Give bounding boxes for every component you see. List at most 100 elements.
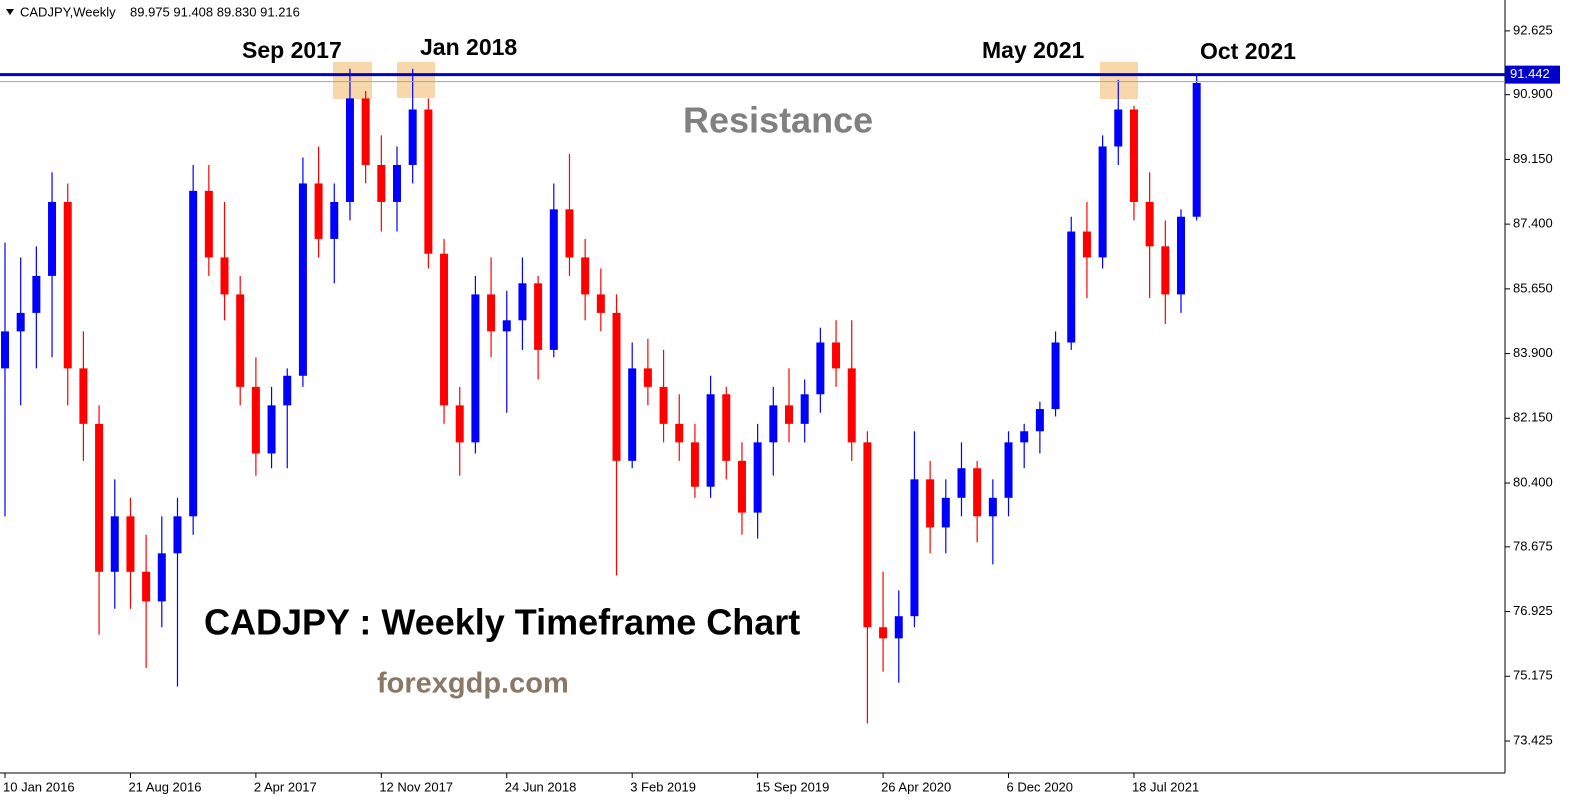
x-tick-label: 18 Jul 2021 xyxy=(1132,779,1199,794)
candle-body xyxy=(1098,146,1107,258)
candle-body xyxy=(1082,231,1091,258)
candle-body xyxy=(973,468,982,517)
candle-body xyxy=(926,479,935,528)
candle-body xyxy=(1004,442,1013,498)
y-tick-label: 82.150 xyxy=(1513,410,1553,425)
candle-body xyxy=(79,368,88,424)
candle-body xyxy=(910,479,919,617)
candle-body xyxy=(1067,231,1076,343)
candle-body xyxy=(534,283,543,350)
candle-body xyxy=(863,442,872,628)
y-tick-label: 76.925 xyxy=(1513,603,1553,618)
quote: 89.975 91.408 89.830 91.216 xyxy=(130,4,300,19)
candle-body xyxy=(628,368,637,461)
candle-body xyxy=(832,342,841,369)
candle-body xyxy=(659,386,668,424)
candle-body xyxy=(330,201,339,239)
candle-body xyxy=(1192,82,1201,217)
y-tick-label: 85.650 xyxy=(1513,280,1553,295)
x-tick-label: 26 Apr 2020 xyxy=(881,779,951,794)
candle-body xyxy=(1177,216,1185,295)
candle-body xyxy=(157,553,166,602)
x-tick-label: 2 Apr 2017 xyxy=(254,779,317,794)
candle-body xyxy=(612,312,621,461)
candle-body xyxy=(847,368,856,443)
candle-body xyxy=(706,394,715,487)
candle-body xyxy=(173,516,182,554)
y-tick-label: 75.175 xyxy=(1513,668,1553,683)
candle-body xyxy=(785,405,793,424)
candle-body xyxy=(361,98,370,165)
candle-body xyxy=(1114,109,1123,147)
chart-title: CADJPY : Weekly Timeframe Chart xyxy=(204,602,800,643)
candle-body xyxy=(455,405,464,443)
candle-body xyxy=(737,460,746,513)
y-tick-label: 87.400 xyxy=(1513,216,1553,231)
highlight xyxy=(1100,62,1138,99)
candle-body xyxy=(424,109,433,254)
x-tick-label: 6 Dec 2020 xyxy=(1007,779,1074,794)
candle-body xyxy=(1129,109,1138,202)
candle-body xyxy=(377,164,386,202)
candle-body xyxy=(879,627,888,639)
y-tick-label: 73.425 xyxy=(1513,732,1553,747)
annotation: Jan 2018 xyxy=(420,34,517,60)
candle-body xyxy=(988,497,997,517)
candle-body xyxy=(690,442,699,487)
candle-body xyxy=(189,190,198,517)
highlight xyxy=(397,62,435,98)
candle-body xyxy=(800,394,809,424)
candle-body xyxy=(204,190,213,258)
candle-body xyxy=(957,468,966,498)
candle-body xyxy=(1,331,9,369)
candle-body xyxy=(440,253,449,406)
watermark: forexgdp.com xyxy=(377,668,569,700)
candle-body xyxy=(142,571,151,602)
candle-body xyxy=(769,405,778,443)
candle-body xyxy=(894,616,903,639)
resistance-label: Resistance xyxy=(683,100,873,141)
y-tick-label: 92.625 xyxy=(1513,22,1553,37)
y-tick-label: 80.400 xyxy=(1513,474,1553,489)
candle-body xyxy=(471,294,480,443)
candle-body xyxy=(487,294,496,332)
candle-body xyxy=(581,257,590,295)
y-tick-label: 89.150 xyxy=(1513,151,1553,166)
candle-body xyxy=(63,201,72,369)
candle-body xyxy=(48,201,57,276)
candle-body xyxy=(283,375,292,406)
menu-arrow[interactable] xyxy=(6,9,14,15)
candle-body xyxy=(1161,246,1170,295)
symbol: CADJPY,Weekly xyxy=(20,4,116,19)
x-tick-label: 15 Sep 2019 xyxy=(756,779,830,794)
candle-body xyxy=(16,312,25,332)
candle-body xyxy=(32,275,41,313)
x-tick-label: 12 Nov 2017 xyxy=(379,779,453,794)
candle-body xyxy=(941,497,950,528)
candle-body xyxy=(722,394,731,461)
candle-body xyxy=(502,320,511,332)
candle-body xyxy=(95,423,104,572)
x-tick-label: 24 Jun 2018 xyxy=(505,779,577,794)
x-tick-label: 21 Aug 2016 xyxy=(128,779,201,794)
candle-body xyxy=(1145,201,1154,247)
annotation: Oct 2021 xyxy=(1200,38,1296,64)
candle-body xyxy=(549,209,558,350)
candle-body xyxy=(126,516,135,572)
candle-body xyxy=(267,405,276,454)
candle-body xyxy=(345,98,354,202)
candle-body xyxy=(110,516,119,572)
candle-body xyxy=(675,423,684,443)
candle-body xyxy=(1051,342,1060,410)
candle-body xyxy=(314,183,323,239)
y-tick-label: 78.675 xyxy=(1513,538,1553,553)
candle-body xyxy=(565,209,574,258)
annotation: Sep 2017 xyxy=(242,37,342,63)
candle-body xyxy=(643,368,652,387)
x-tick-label: 10 Jan 2016 xyxy=(3,779,75,794)
x-tick-label: 3 Feb 2019 xyxy=(630,779,696,794)
candle-body xyxy=(518,283,527,321)
candle-body xyxy=(408,109,417,165)
price-label: 91.442 xyxy=(1510,66,1550,81)
